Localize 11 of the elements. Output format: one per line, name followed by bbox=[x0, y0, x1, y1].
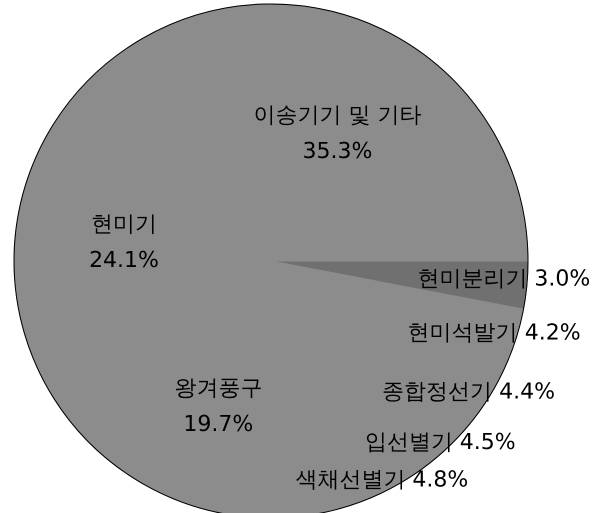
slice-label: 현미기 bbox=[91, 212, 157, 237]
slice-label: 종합정선기 4.4% bbox=[382, 379, 556, 404]
slice-label: 왕겨풍구 bbox=[174, 376, 262, 401]
slice-label: 색채선별기 4.8% bbox=[295, 468, 468, 493]
data-label: 24.1% bbox=[89, 248, 159, 273]
slice-label: 현미석발기 4.2% bbox=[408, 320, 581, 346]
slice-label: 이송기기 및 기타 bbox=[253, 103, 422, 128]
slice-label: 현미분리기 3.0% bbox=[417, 266, 590, 292]
slice-label: 입선별기 4.5% bbox=[364, 430, 516, 456]
data-label: 35.3% bbox=[302, 139, 372, 164]
data-label: 19.7% bbox=[183, 412, 254, 437]
